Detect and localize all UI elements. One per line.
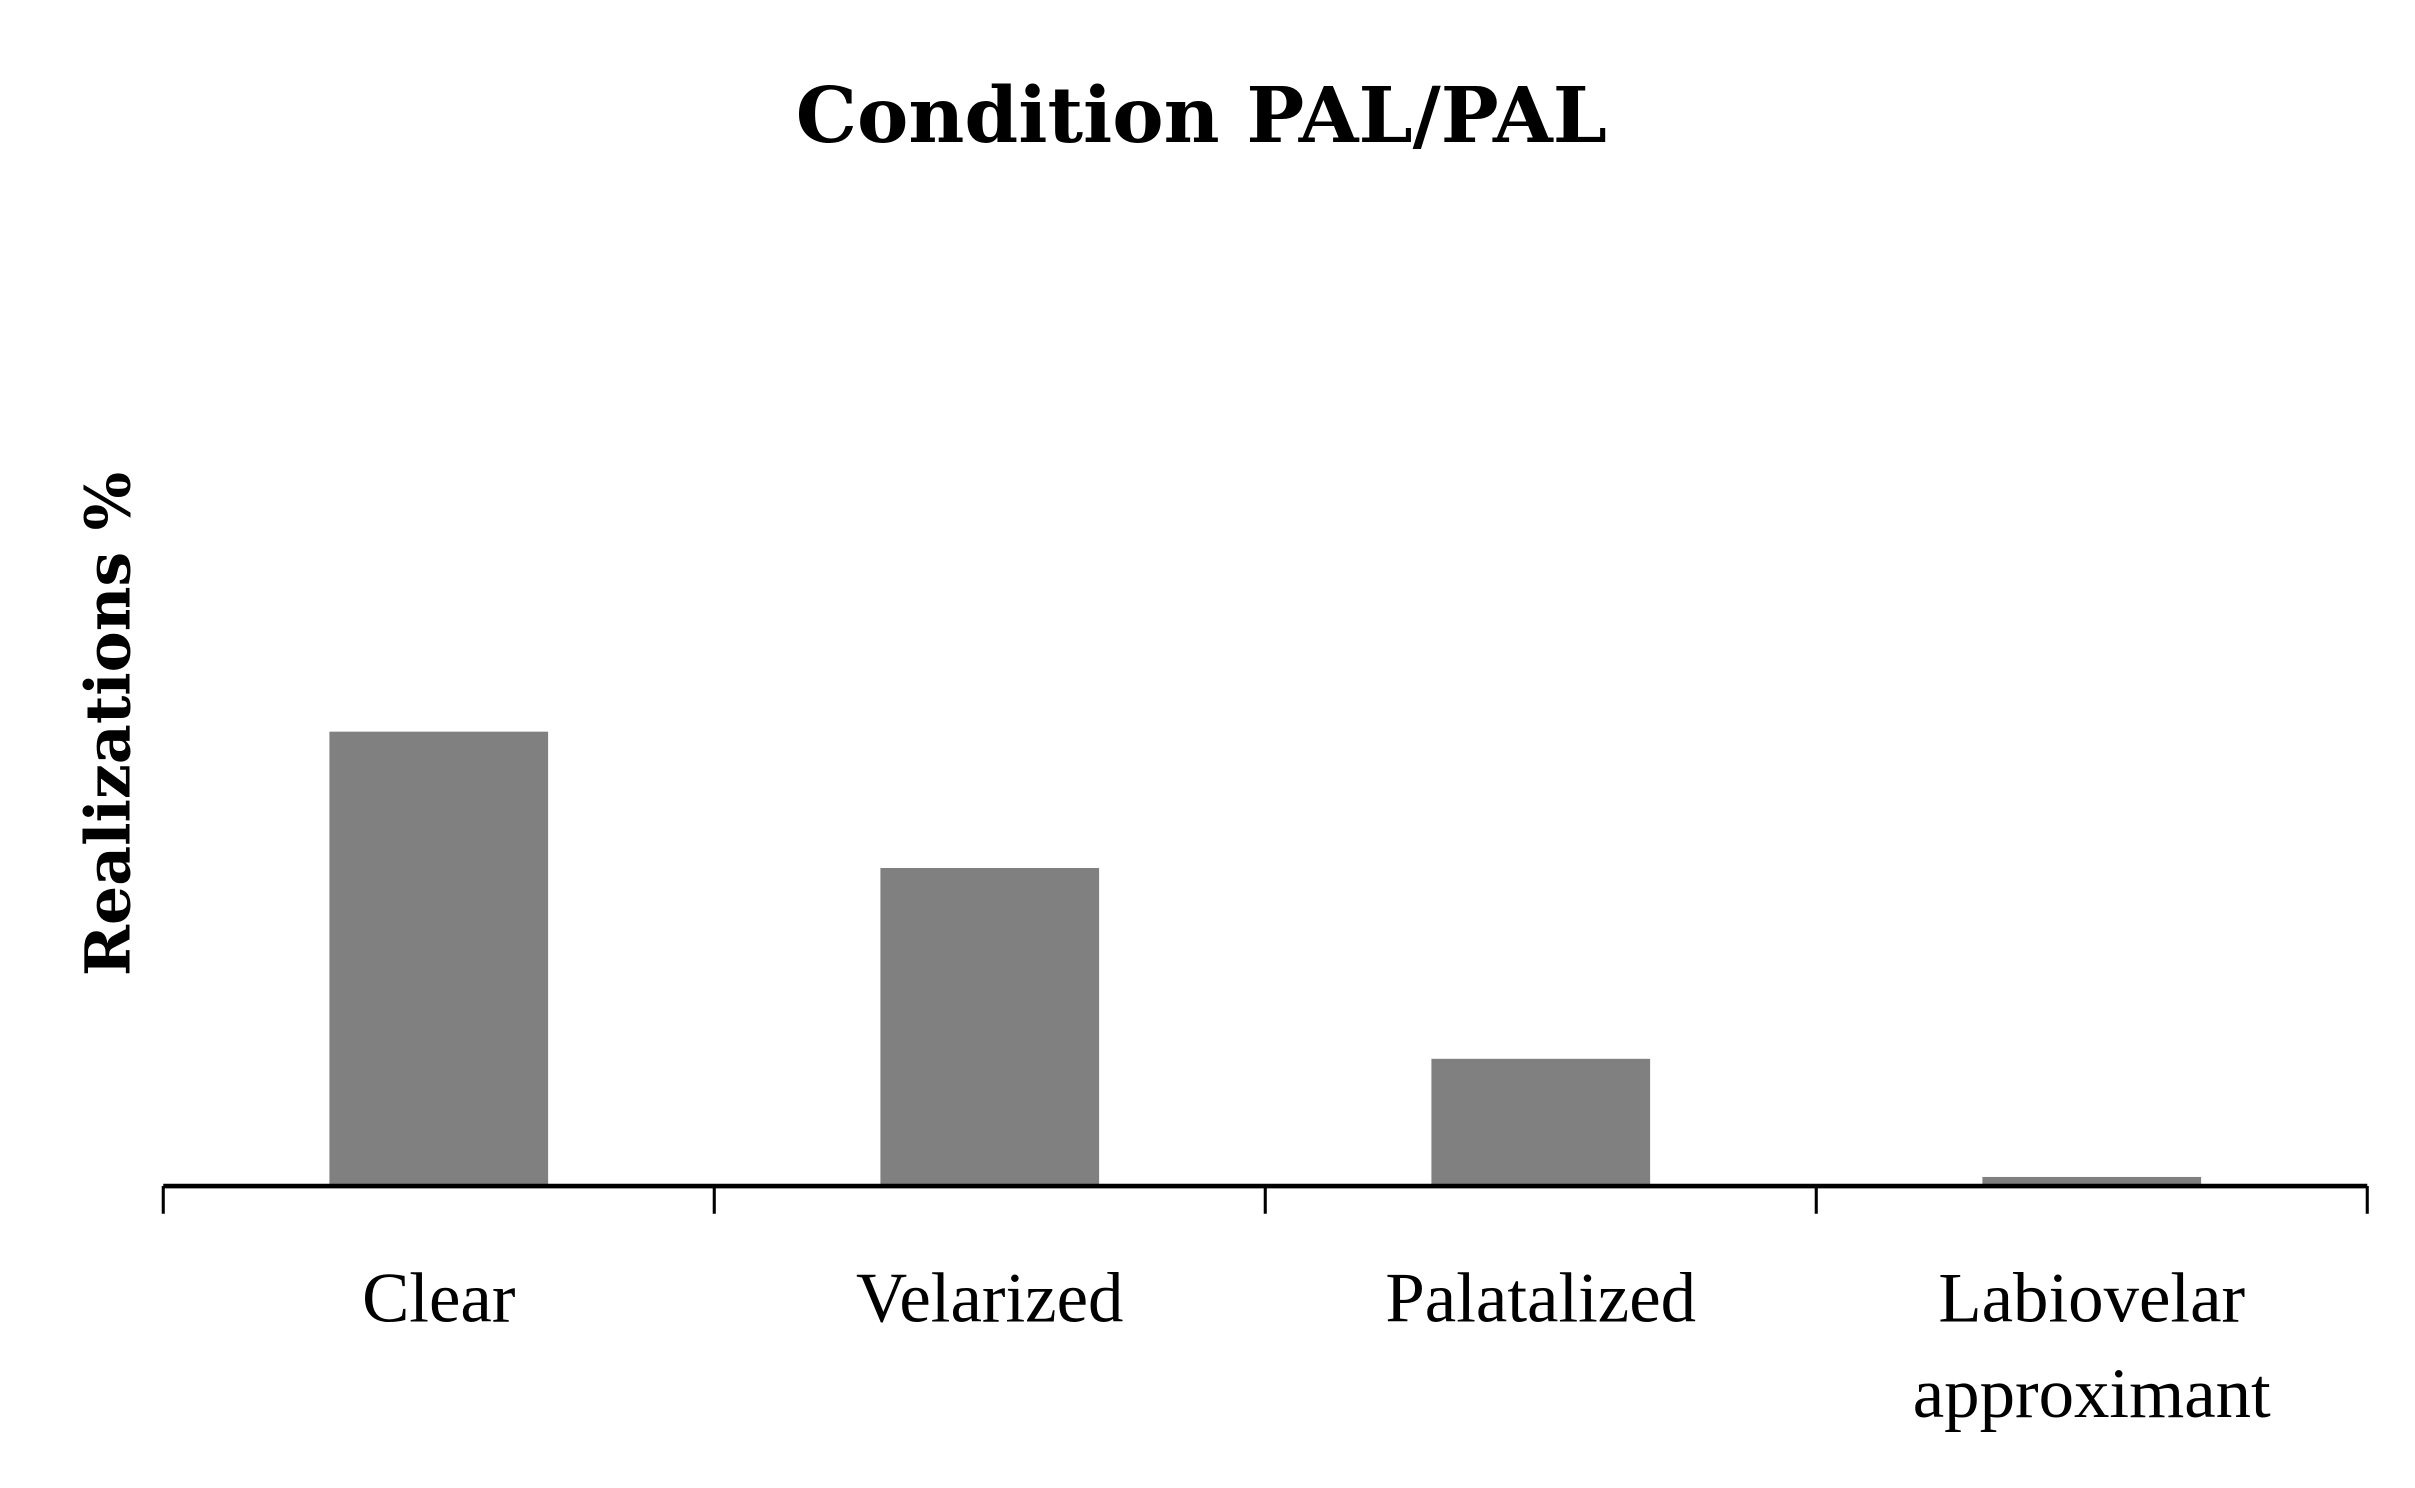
x-tick-label-2: Palatalized — [1385, 1260, 1696, 1338]
x-tick-label-3: Labiovelar approximant — [1913, 1260, 2271, 1433]
x-tick-label-1: Velarized — [856, 1260, 1123, 1338]
bar-3 — [1982, 1176, 2202, 1187]
bar-0 — [329, 731, 549, 1187]
x-tick-label-0: Clear — [362, 1260, 515, 1338]
bar-2 — [1431, 1058, 1651, 1187]
bar-1 — [880, 867, 1100, 1187]
chart-title: Condition PAL/PAL — [796, 71, 1607, 161]
y-axis-label: Realizations % — [71, 472, 144, 976]
